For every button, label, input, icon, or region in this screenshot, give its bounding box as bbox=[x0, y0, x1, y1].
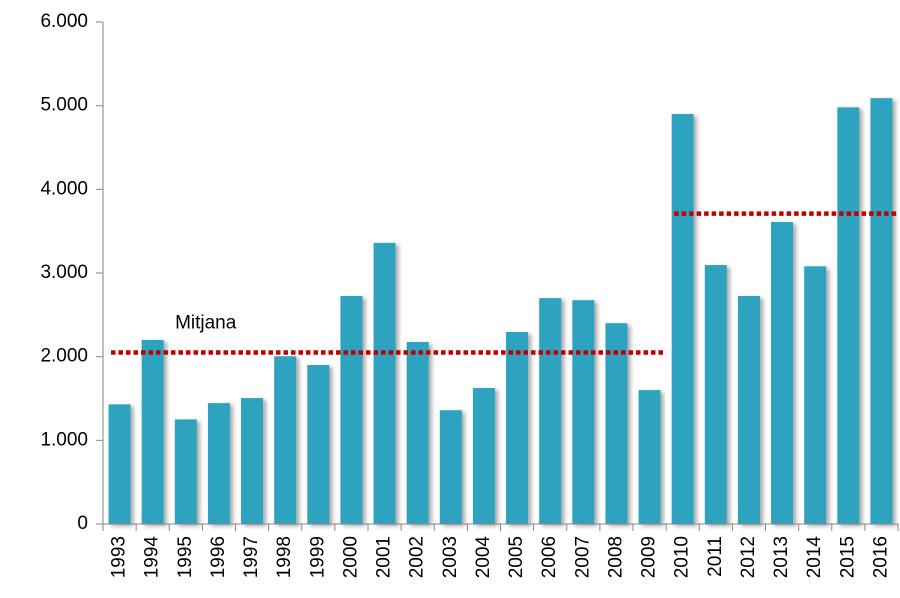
y-tick-label: 1.000 bbox=[40, 429, 88, 450]
x-tick-label: 1995 bbox=[175, 536, 196, 578]
y-tick-label: 4.000 bbox=[40, 178, 88, 199]
bar bbox=[141, 339, 164, 524]
y-tick-label: 6.000 bbox=[40, 11, 88, 32]
x-tick-label: 2008 bbox=[605, 536, 626, 578]
x-tick-label: 2007 bbox=[572, 536, 593, 578]
bar bbox=[373, 242, 396, 524]
bar bbox=[870, 98, 893, 525]
x-tick-label: 2002 bbox=[407, 536, 428, 578]
x-tick-label: 2009 bbox=[639, 536, 660, 578]
y-tick-label: 2.000 bbox=[40, 346, 88, 367]
x-tick-label: 1996 bbox=[208, 536, 229, 578]
x-tick-label: 2015 bbox=[837, 536, 858, 578]
x-tick-label: 2000 bbox=[340, 536, 361, 578]
bar bbox=[605, 323, 628, 524]
bar bbox=[539, 298, 562, 524]
bar bbox=[274, 356, 297, 524]
y-tick-label: 3.000 bbox=[40, 262, 88, 283]
x-tick-label: 1993 bbox=[109, 536, 130, 578]
x-tick-label: 1997 bbox=[241, 536, 262, 578]
bar bbox=[439, 410, 462, 524]
x-tick-label: 2006 bbox=[539, 536, 560, 578]
x-tick-label: 2004 bbox=[473, 536, 494, 579]
x-tick-label: 1994 bbox=[142, 536, 163, 579]
y-tick-label: 5.000 bbox=[40, 95, 88, 116]
x-tick-label: 1999 bbox=[307, 536, 328, 578]
annotation: Mitjana bbox=[175, 312, 237, 333]
bar bbox=[771, 221, 794, 525]
bar bbox=[340, 296, 363, 524]
bar bbox=[704, 265, 727, 524]
bar bbox=[572, 300, 595, 524]
x-tick-label: 2011 bbox=[705, 536, 726, 577]
bar bbox=[506, 331, 529, 524]
x-tick-label: 2001 bbox=[374, 536, 395, 578]
x-tick-label: 2016 bbox=[870, 536, 891, 578]
y-tick-label: 0 bbox=[77, 513, 88, 534]
x-tick-label: 1998 bbox=[274, 536, 295, 578]
bar bbox=[207, 403, 230, 524]
bar bbox=[174, 419, 197, 524]
bar bbox=[804, 266, 827, 524]
x-tick-label: 2005 bbox=[506, 536, 527, 578]
x-tick-label: 2013 bbox=[771, 536, 792, 578]
bar bbox=[837, 107, 860, 524]
bar bbox=[108, 404, 131, 524]
bar bbox=[241, 398, 264, 524]
x-tick-label: 2003 bbox=[440, 536, 461, 578]
x-tick-label: 2012 bbox=[738, 536, 759, 578]
bar bbox=[406, 342, 429, 524]
bar bbox=[638, 390, 661, 524]
bar bbox=[307, 365, 330, 524]
x-tick-label: 2010 bbox=[672, 536, 693, 578]
bar bbox=[472, 388, 495, 524]
x-tick-label: 2014 bbox=[804, 536, 825, 579]
bar bbox=[737, 296, 760, 524]
bar bbox=[671, 114, 694, 525]
